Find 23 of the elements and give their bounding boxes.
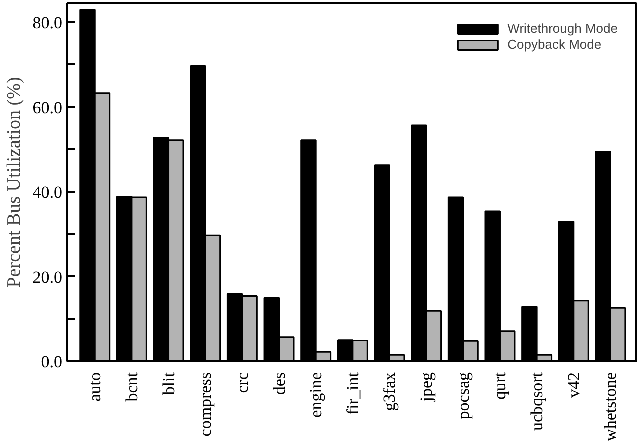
x-tick-label: fir_int (343, 372, 362, 415)
x-tick-label: g3fax (380, 372, 400, 412)
y-tick-label: 80.0 (32, 14, 62, 33)
y-axis-title: Percent Bus Utilization (%) (4, 77, 25, 288)
y-tick-label: 20.0 (32, 268, 62, 287)
x-tick-label: auto (86, 372, 105, 402)
x-tick-label: compress (196, 372, 216, 437)
x-tick-label: ucbqsort (528, 372, 547, 432)
y-tick-label: 40.0 (32, 183, 62, 202)
x-tick-label: blit (159, 372, 178, 396)
x-tick-label: jpeg (417, 372, 436, 403)
legend-label: Writethrough Mode (508, 21, 618, 36)
legend-label: Copyback Mode (508, 37, 602, 52)
y-tick-label: 60.0 (32, 98, 62, 118)
x-tick-label: qurt (490, 372, 510, 400)
y-tick-label: 0.0 (41, 352, 62, 372)
x-tick-label: whetstone (601, 372, 620, 442)
x-tick-label: des (270, 372, 289, 396)
x-tick-label: engine (306, 372, 326, 418)
x-tick-label: crc (232, 372, 252, 394)
x-tick-label: v42 (564, 372, 584, 398)
x-tick-label: pocsag (454, 372, 473, 420)
x-tick-label: bcnt (122, 372, 142, 402)
